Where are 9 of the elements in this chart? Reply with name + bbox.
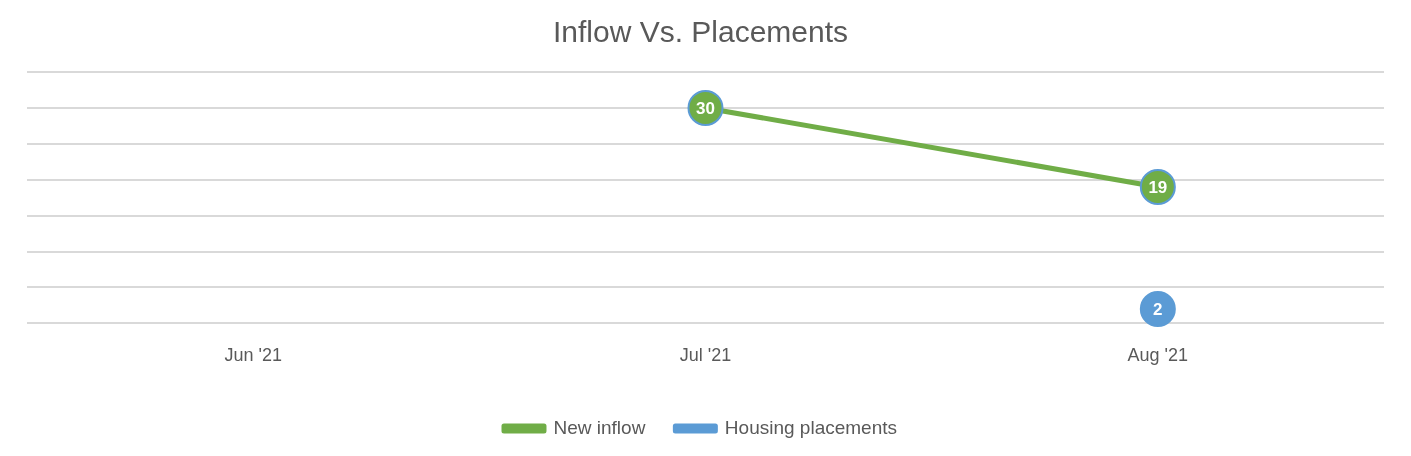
- x-tick-label: Jul '21: [679, 345, 732, 366]
- legend-label: Housing placements: [724, 416, 898, 438]
- chart-title: Inflow Vs. Placements: [552, 15, 849, 49]
- data-label: 19: [1148, 177, 1168, 197]
- x-tick-label: Jun '21: [224, 345, 282, 366]
- x-tick-label: Aug '21: [1127, 345, 1189, 366]
- legend-label: New inflow: [553, 416, 646, 438]
- data-label: 30: [696, 98, 715, 118]
- data-label: 2: [1153, 299, 1163, 319]
